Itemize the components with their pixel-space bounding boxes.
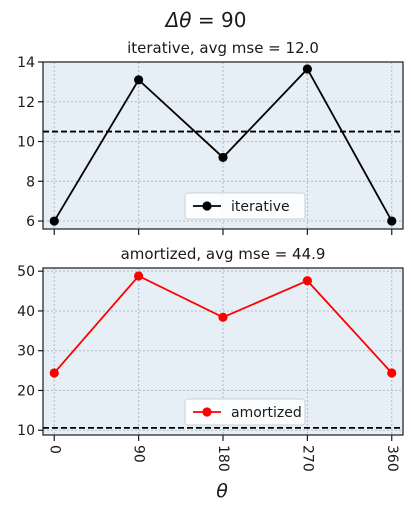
legend: iterative [184, 192, 306, 220]
data-point [49, 216, 59, 226]
y-tick-label: 8 [26, 174, 35, 190]
legend-marker [202, 201, 212, 211]
y-tick-label: 14 [17, 55, 35, 71]
data-point [387, 368, 397, 378]
x-tick-label: 360 [384, 445, 400, 472]
legend: amortized [184, 398, 306, 426]
legend-box [184, 398, 306, 426]
data-point [218, 312, 228, 322]
y-tick-label: 20 [17, 383, 35, 399]
x-tick-label: 90 [131, 445, 147, 463]
legend-label: iterative [231, 199, 290, 215]
chart-title: iterative, avg mse = 12.0 [127, 39, 319, 57]
y-tick-label: 6 [26, 214, 35, 230]
legend-box [184, 192, 306, 220]
y-tick-label: 10 [17, 135, 35, 151]
legend-marker [202, 407, 212, 417]
y-tick-label: 40 [17, 304, 35, 320]
y-tick-label: 30 [17, 344, 35, 360]
y-tick-label: 12 [17, 95, 35, 111]
x-tick-label: 0 [46, 445, 62, 454]
data-point [218, 152, 228, 163]
chart-top: iterative, avg mse = 12.0 6 8 10 12 14 iterati… [17, 39, 404, 235]
y-tick-label: 10 [17, 423, 35, 439]
data-point [134, 271, 144, 281]
y-tick-label: 50 [17, 264, 35, 280]
data-point [302, 276, 312, 286]
x-tick-label: 180 [215, 445, 231, 472]
x-axis-label: θ [216, 480, 228, 502]
chart-title: amortized, avg mse = 44.9 [121, 245, 326, 263]
data-point [49, 368, 59, 378]
chart-bottom: amortized, avg mse = 44.9 10 20 30 40 50 0 90 18… [17, 245, 404, 472]
data-point [134, 75, 144, 85]
legend-label: amortized [231, 405, 302, 421]
data-point [387, 216, 397, 226]
figure-suptitle: Δθ = 90 [164, 8, 247, 32]
data-point [302, 64, 312, 74]
x-tick-label: 270 [299, 445, 315, 472]
